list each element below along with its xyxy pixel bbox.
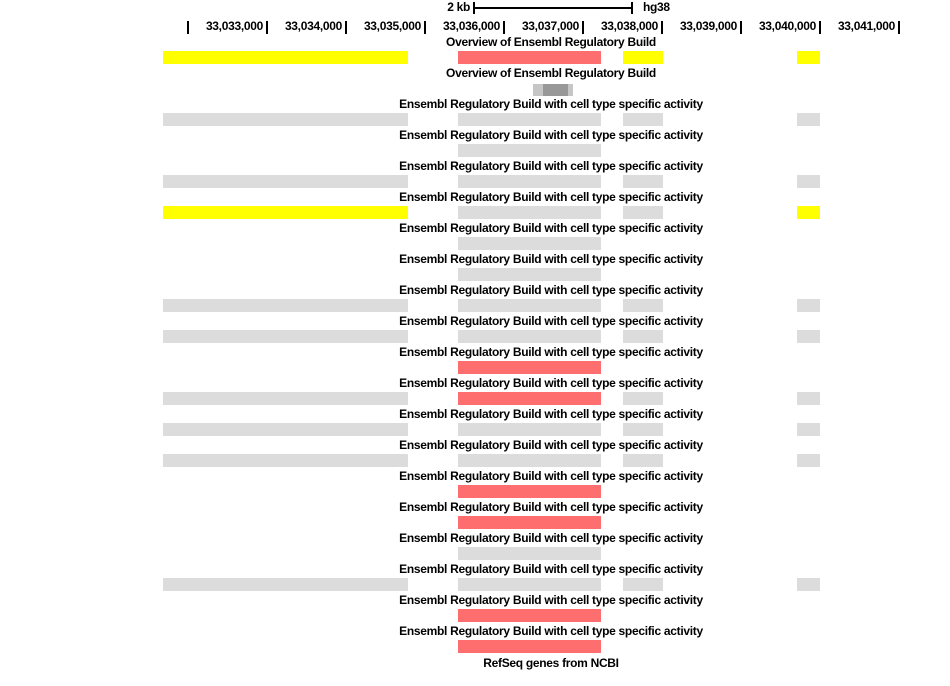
feature-bar-gray[interactable]	[458, 454, 601, 467]
feature-bar-gray[interactable]	[623, 578, 663, 591]
track-label[interactable]: RefSeq genes from NCBI	[483, 656, 619, 670]
axis-tick	[424, 21, 426, 34]
track-label[interactable]: Ensembl Regulatory Build with cell type …	[399, 562, 703, 576]
feature-bar-yellow[interactable]	[623, 51, 663, 64]
feature-bar-gray[interactable]	[797, 578, 820, 591]
feature-bar-gray[interactable]	[797, 113, 820, 126]
feature-bar-gray_light[interactable]	[568, 84, 573, 96]
feature-bar-gray[interactable]	[623, 175, 663, 188]
feature-bar-gray[interactable]	[458, 547, 601, 560]
feature-bar-gray[interactable]	[458, 299, 601, 312]
axis-tick-label: 33,039,000	[679, 19, 737, 33]
feature-bar-gray[interactable]	[623, 113, 663, 126]
axis-tick-label: 33,035,000	[363, 19, 421, 33]
track-label[interactable]: Ensembl Regulatory Build with cell type …	[399, 252, 703, 266]
axis-tick	[661, 21, 663, 34]
feature-bar-red[interactable]	[458, 392, 601, 405]
axis-tick-label: 33,034,000	[284, 19, 342, 33]
feature-bar-gray[interactable]	[797, 330, 820, 343]
track-label[interactable]: Ensembl Regulatory Build with cell type …	[399, 438, 703, 452]
axis-tick	[187, 21, 189, 34]
feature-bar-gray[interactable]	[163, 578, 408, 591]
feature-bar-red[interactable]	[458, 516, 601, 529]
axis-tick-label: 33,040,000	[758, 19, 816, 33]
feature-bar-gray[interactable]	[163, 113, 408, 126]
feature-bar-gray[interactable]	[458, 144, 601, 157]
feature-bar-yellow[interactable]	[163, 51, 408, 64]
assembly-label: hg38	[643, 0, 670, 14]
feature-bar-gray[interactable]	[458, 423, 601, 436]
feature-bar-red[interactable]	[458, 361, 601, 374]
axis-tick-label: 33,033,000	[205, 19, 263, 33]
feature-bar-gray_light[interactable]	[533, 84, 543, 96]
axis-tick	[740, 21, 742, 34]
axis-tick-label: 33,038,000	[600, 19, 658, 33]
feature-bar-gray[interactable]	[623, 206, 663, 219]
feature-bar-yellow[interactable]	[797, 51, 820, 64]
track-label[interactable]: Ensembl Regulatory Build with cell type …	[399, 97, 703, 111]
track-label[interactable]: Ensembl Regulatory Build with cell type …	[399, 624, 703, 638]
track-label[interactable]: Overview of Ensembl Regulatory Build	[446, 35, 656, 49]
feature-bar-gray[interactable]	[458, 330, 601, 343]
feature-bar-gray[interactable]	[163, 330, 408, 343]
axis-tick	[266, 21, 268, 34]
feature-bar-gray[interactable]	[458, 175, 601, 188]
feature-bar-gray[interactable]	[623, 454, 663, 467]
feature-bar-gray[interactable]	[163, 299, 408, 312]
feature-bar-gray[interactable]	[163, 423, 408, 436]
feature-bar-red[interactable]	[458, 640, 601, 653]
track-label[interactable]: Ensembl Regulatory Build with cell type …	[399, 221, 703, 235]
feature-bar-gray[interactable]	[797, 423, 820, 436]
feature-bar-gray[interactable]	[458, 237, 601, 250]
track-label[interactable]: Ensembl Regulatory Build with cell type …	[399, 314, 703, 328]
axis-tick-label: 33,037,000	[521, 19, 579, 33]
feature-bar-gray[interactable]	[797, 175, 820, 188]
feature-bar-red[interactable]	[458, 485, 601, 498]
axis-tick-label: 33,036,000	[442, 19, 500, 33]
track-label[interactable]: Overview of Ensembl Regulatory Build	[446, 66, 656, 80]
feature-bar-gray[interactable]	[458, 268, 601, 281]
feature-bar-red[interactable]	[458, 51, 601, 64]
feature-bar-gray[interactable]	[163, 454, 408, 467]
feature-bar-yellow[interactable]	[797, 206, 820, 219]
feature-bar-gray[interactable]	[797, 299, 820, 312]
feature-bar-yellow[interactable]	[163, 206, 408, 219]
track-label[interactable]: Ensembl Regulatory Build with cell type …	[399, 531, 703, 545]
feature-bar-gray[interactable]	[458, 113, 601, 126]
axis-tick	[345, 21, 347, 34]
scale-bar-left-tick	[473, 2, 475, 14]
feature-bar-gray[interactable]	[623, 330, 663, 343]
feature-bar-gray[interactable]	[623, 423, 663, 436]
axis-tick	[582, 21, 584, 34]
track-label[interactable]: Ensembl Regulatory Build with cell type …	[399, 407, 703, 421]
track-label[interactable]: Ensembl Regulatory Build with cell type …	[399, 283, 703, 297]
track-label[interactable]: Ensembl Regulatory Build with cell type …	[399, 345, 703, 359]
feature-bar-gray[interactable]	[797, 392, 820, 405]
track-label[interactable]: Ensembl Regulatory Build with cell type …	[399, 128, 703, 142]
axis-tick	[819, 21, 821, 34]
axis-tick-label: 33,041,000	[837, 19, 895, 33]
feature-bar-gray[interactable]	[458, 206, 601, 219]
track-label[interactable]: Ensembl Regulatory Build with cell type …	[399, 593, 703, 607]
feature-bar-gray[interactable]	[163, 175, 408, 188]
feature-bar-red[interactable]	[458, 609, 601, 622]
feature-bar-gray[interactable]	[623, 392, 663, 405]
track-label[interactable]: Ensembl Regulatory Build with cell type …	[399, 469, 703, 483]
feature-bar-gray[interactable]	[797, 454, 820, 467]
track-label[interactable]: Ensembl Regulatory Build with cell type …	[399, 376, 703, 390]
axis-tick	[503, 21, 505, 34]
track-label[interactable]: Ensembl Regulatory Build with cell type …	[399, 190, 703, 204]
feature-bar-gray_dark[interactable]	[543, 84, 568, 96]
scale-bar-right-tick	[631, 2, 633, 14]
track-label[interactable]: Ensembl Regulatory Build with cell type …	[399, 500, 703, 514]
feature-bar-gray[interactable]	[458, 578, 601, 591]
feature-bar-gray[interactable]	[163, 392, 408, 405]
scale-bar	[474, 7, 632, 9]
feature-bar-gray[interactable]	[623, 299, 663, 312]
axis-tick	[898, 21, 900, 34]
scale-label: 2 kb	[447, 0, 470, 14]
track-label[interactable]: Ensembl Regulatory Build with cell type …	[399, 159, 703, 173]
